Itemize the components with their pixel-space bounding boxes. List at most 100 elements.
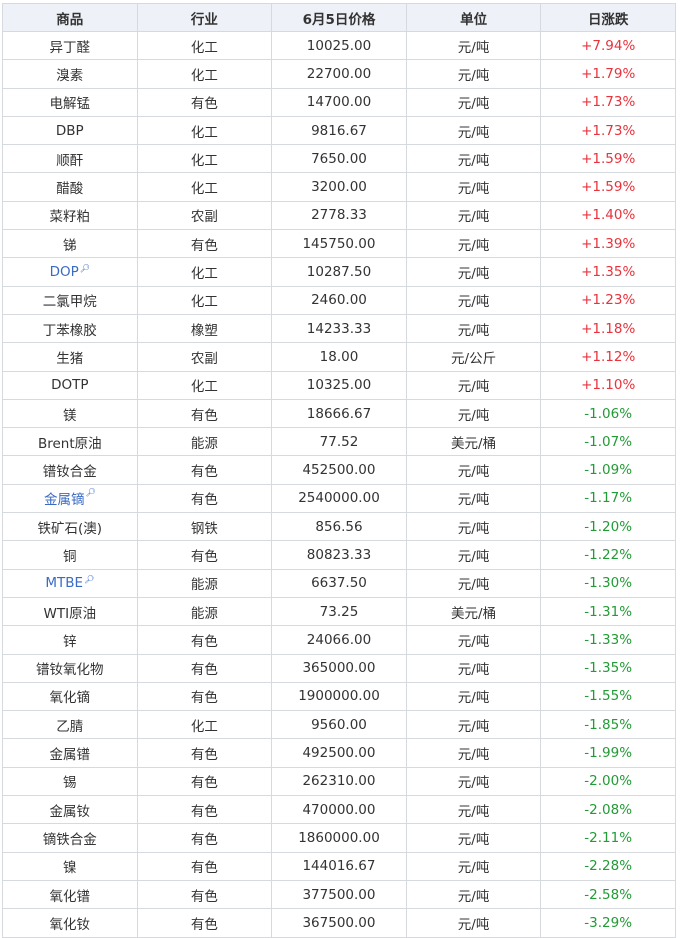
price-cell: 377500.00 bbox=[271, 879, 407, 910]
unit-cell: 元/吨 bbox=[405, 625, 542, 655]
product-name-cell: DOTP bbox=[2, 370, 138, 400]
daily-change-cell: +1.40% bbox=[540, 200, 676, 231]
price: 2778.33 bbox=[311, 207, 367, 224]
industry: 有色 bbox=[190, 747, 218, 764]
unit-cell: 元/吨 bbox=[405, 823, 542, 853]
daily-change-cell: -1.33% bbox=[540, 625, 676, 655]
product-name: 异丁醛 bbox=[49, 39, 91, 56]
product-name-cell: 氧化镨 bbox=[2, 879, 138, 910]
product-name: 氧化镨 bbox=[49, 888, 91, 905]
daily-change-cell: -1.31% bbox=[540, 596, 676, 627]
product-name-cell: 生猪 bbox=[2, 342, 138, 372]
unit: 元/吨 bbox=[457, 152, 490, 169]
product-name: 铁矿石(澳) bbox=[37, 520, 103, 537]
unit-cell: 元/吨 bbox=[405, 568, 542, 598]
product-link[interactable]: DOP bbox=[49, 264, 79, 281]
table-row: 溴素 化工 22700.00 元/吨 +1.79% bbox=[2, 59, 676, 89]
product-name: 生猪 bbox=[56, 350, 84, 367]
unit-cell: 元/吨 bbox=[405, 370, 542, 400]
product-link[interactable]: MTBE bbox=[45, 575, 84, 592]
unit: 元/吨 bbox=[457, 718, 490, 735]
industry-cell: 农副 bbox=[136, 200, 273, 231]
product-name: 锑 bbox=[63, 237, 77, 254]
product-name: 镝铁合金 bbox=[42, 831, 97, 848]
product-link[interactable]: 金属镝 bbox=[43, 492, 85, 509]
daily-change-cell: +1.23% bbox=[540, 285, 676, 315]
product-name: 锌 bbox=[63, 633, 77, 650]
table-row: 镁 有色 18666.67 元/吨 -1.06% bbox=[2, 398, 676, 429]
daily-change: -1.06% bbox=[584, 405, 633, 422]
search-icon[interactable]: 🔎︎ bbox=[85, 488, 96, 498]
price: 452500.00 bbox=[302, 462, 376, 479]
table-row: 铁矿石(澳) 钢铁 856.56 元/吨 -1.20% bbox=[2, 512, 676, 542]
unit: 元/吨 bbox=[457, 266, 490, 283]
search-icon[interactable]: 🔎︎ bbox=[79, 264, 90, 274]
unit: 元/吨 bbox=[457, 464, 490, 481]
daily-change-cell: -1.17% bbox=[540, 483, 676, 514]
daily-change: -1.30% bbox=[584, 575, 633, 592]
industry: 有色 bbox=[190, 407, 218, 424]
price-cell: 470000.00 bbox=[271, 795, 407, 825]
table-row: 金属镝🔎︎ 有色 2540000.00 元/吨 -1.17% bbox=[2, 483, 676, 514]
daily-change: -1.35% bbox=[584, 660, 633, 677]
product-name-cell: MTBE🔎︎ bbox=[2, 568, 138, 598]
price-cell: 6637.50 bbox=[271, 568, 407, 598]
search-icon[interactable]: 🔎︎ bbox=[84, 575, 95, 585]
unit-cell: 元/吨 bbox=[405, 851, 542, 881]
industry-cell: 有色 bbox=[136, 625, 273, 655]
price: 14700.00 bbox=[306, 94, 372, 111]
price: 9560.00 bbox=[311, 716, 367, 733]
product-name-cell: 顺酐 bbox=[2, 144, 138, 174]
product-name-cell: 镁 bbox=[2, 398, 138, 429]
industry-cell: 有色 bbox=[136, 398, 273, 429]
unit: 元/吨 bbox=[457, 690, 490, 707]
daily-change-cell: -2.11% bbox=[540, 823, 676, 853]
product-name: 二氯甲烷 bbox=[42, 294, 97, 311]
industry: 有色 bbox=[190, 548, 218, 565]
price-cell: 144016.67 bbox=[271, 851, 407, 881]
daily-change: +7.94% bbox=[581, 37, 636, 54]
product-name-cell: DBP bbox=[2, 115, 138, 146]
daily-change: -1.09% bbox=[584, 462, 633, 479]
industry-cell: 橡塑 bbox=[136, 313, 273, 344]
product-name: 顺酐 bbox=[56, 152, 84, 169]
product-name-cell: 氧化钕 bbox=[2, 908, 138, 938]
unit-cell: 元/吨 bbox=[405, 653, 542, 683]
header-cell: 行业 bbox=[136, 3, 273, 32]
industry: 化工 bbox=[190, 294, 218, 311]
daily-change: -1.07% bbox=[584, 433, 633, 450]
table-body: 异丁醛 化工 10025.00 元/吨 +7.94% 溴素 化工 22700.00 元/吨 +1.… bbox=[2, 30, 676, 938]
unit: 元/吨 bbox=[457, 96, 490, 113]
industry-cell: 有色 bbox=[136, 738, 273, 768]
price: 2540000.00 bbox=[298, 490, 380, 507]
product-name-cell: 铜 bbox=[2, 540, 138, 570]
unit-cell: 元/吨 bbox=[405, 879, 542, 910]
industry: 能源 bbox=[190, 435, 218, 452]
unit-cell: 元/吨 bbox=[405, 738, 542, 768]
daily-change: +1.12% bbox=[581, 348, 636, 365]
price-cell: 452500.00 bbox=[271, 455, 407, 485]
product-name: 锡 bbox=[63, 775, 77, 792]
table-row: 顺酐 化工 7650.00 元/吨 +1.59% bbox=[2, 144, 676, 174]
product-name: 镨钕氧化物 bbox=[36, 662, 104, 679]
industry-cell: 能源 bbox=[136, 596, 273, 627]
price: 10287.50 bbox=[306, 264, 372, 281]
unit: 元/吨 bbox=[457, 831, 490, 848]
product-name: 氧化镝 bbox=[49, 690, 91, 707]
industry: 有色 bbox=[190, 464, 218, 481]
price-cell: 492500.00 bbox=[271, 738, 407, 768]
table-row: 锑 有色 145750.00 元/吨 +1.39% bbox=[2, 229, 676, 259]
unit-cell: 元/吨 bbox=[405, 285, 542, 315]
industry-cell: 有色 bbox=[136, 766, 273, 797]
price: 3200.00 bbox=[311, 179, 367, 196]
product-name: 金属镨 bbox=[49, 747, 91, 764]
product-name-cell: 电解锰 bbox=[2, 87, 138, 117]
unit: 元/吨 bbox=[457, 775, 490, 792]
price-cell: 7650.00 bbox=[271, 144, 407, 174]
unit: 元/吨 bbox=[457, 747, 490, 764]
header-cell: 单位 bbox=[405, 3, 542, 32]
industry: 有色 bbox=[190, 492, 218, 509]
product-name-cell: 锡 bbox=[2, 766, 138, 797]
price-cell: 77.52 bbox=[271, 427, 407, 457]
table-row: 生猪 农副 18.00 元/公斤 +1.12% bbox=[2, 342, 676, 372]
